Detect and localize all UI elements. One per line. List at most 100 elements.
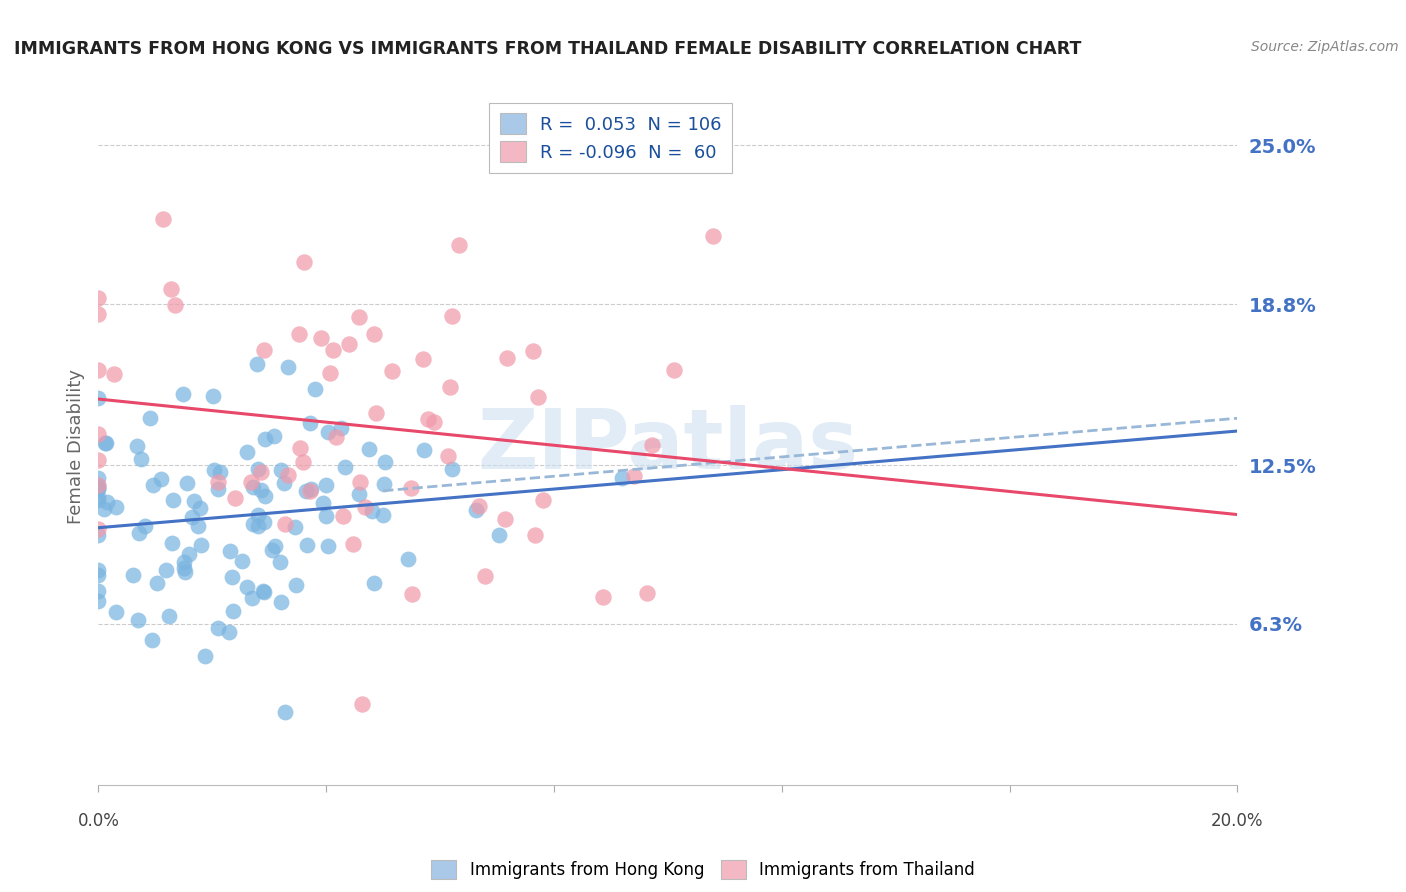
Point <box>87 391 110 405</box>
Legend: Immigrants from Hong Kong, Immigrants from Thailand: Immigrants from Hong Kong, Immigrants fr… <box>432 860 974 880</box>
Point <box>96 494 118 508</box>
Point <box>246 357 269 371</box>
Point <box>157 609 180 624</box>
Point <box>260 543 283 558</box>
Point <box>610 471 633 485</box>
Point <box>162 492 184 507</box>
Point <box>304 382 326 396</box>
Point <box>218 625 240 640</box>
Point <box>183 494 205 508</box>
Point <box>401 587 423 601</box>
Point <box>274 516 297 531</box>
Point <box>416 412 439 426</box>
Point <box>207 621 229 635</box>
Point <box>349 475 371 489</box>
Point <box>381 364 404 378</box>
Point <box>87 362 110 376</box>
Point <box>221 570 243 584</box>
Point <box>252 515 274 529</box>
Point <box>207 475 229 490</box>
Point <box>495 351 517 365</box>
Point <box>252 584 274 599</box>
Point <box>127 614 149 628</box>
Point <box>188 500 211 515</box>
Point <box>87 479 110 493</box>
Point <box>221 604 243 618</box>
Point <box>176 475 198 490</box>
Point <box>87 583 110 598</box>
Point <box>316 540 339 554</box>
Point <box>181 509 204 524</box>
Point <box>342 537 364 551</box>
Point <box>236 580 259 594</box>
Point <box>202 463 225 477</box>
Point <box>250 465 273 479</box>
Y-axis label: Female Disability: Female Disability <box>66 368 84 524</box>
Point <box>187 519 209 533</box>
Text: Source: ZipAtlas.com: Source: ZipAtlas.com <box>1251 40 1399 54</box>
Point <box>312 496 335 510</box>
Point <box>87 307 110 321</box>
Point <box>401 481 423 495</box>
Point <box>277 359 299 374</box>
Point <box>437 449 460 463</box>
Point <box>87 481 110 495</box>
Point <box>337 337 360 351</box>
Point <box>87 291 110 305</box>
Text: IMMIGRANTS FROM HONG KONG VS IMMIGRANTS FROM THAILAND FEMALE DISABILITY CORRELAT: IMMIGRANTS FROM HONG KONG VS IMMIGRANTS … <box>14 40 1081 58</box>
Point <box>474 569 496 583</box>
Point <box>292 255 315 269</box>
Point <box>163 298 186 312</box>
Point <box>253 432 276 446</box>
Point <box>636 586 658 600</box>
Point <box>439 380 461 394</box>
Point <box>236 445 259 459</box>
Point <box>128 526 150 541</box>
Point <box>297 538 319 552</box>
Point <box>531 492 554 507</box>
Point <box>224 491 246 505</box>
Point <box>441 309 464 323</box>
Text: 20.0%: 20.0% <box>1211 812 1264 830</box>
Point <box>373 477 395 491</box>
Point <box>127 439 149 453</box>
Point <box>160 536 183 550</box>
Point <box>250 483 273 498</box>
Point <box>332 508 354 523</box>
Point <box>264 539 287 553</box>
Point <box>464 502 486 516</box>
Point <box>441 461 464 475</box>
Point <box>105 605 128 619</box>
Point <box>87 522 110 536</box>
Point <box>315 478 337 492</box>
Point <box>468 499 491 513</box>
Point <box>374 455 396 469</box>
Point <box>239 475 262 490</box>
Point <box>87 563 110 577</box>
Point <box>87 490 110 504</box>
Point <box>172 387 194 401</box>
Point <box>277 467 299 482</box>
Point <box>316 425 339 439</box>
Point <box>373 508 395 522</box>
Point <box>523 527 546 541</box>
Point <box>146 576 169 591</box>
Point <box>329 421 352 435</box>
Point <box>363 326 385 341</box>
Point <box>359 442 381 457</box>
Point <box>87 493 110 508</box>
Point <box>93 501 115 516</box>
Point <box>396 552 419 566</box>
Point <box>333 460 356 475</box>
Point <box>412 351 434 366</box>
Point <box>219 543 242 558</box>
Point <box>322 343 344 358</box>
Point <box>240 591 263 605</box>
Point <box>247 519 270 533</box>
Point <box>87 593 110 607</box>
Point <box>270 463 292 477</box>
Point <box>246 508 269 523</box>
Point <box>94 435 117 450</box>
Point <box>641 438 664 452</box>
Text: 0.0%: 0.0% <box>77 812 120 830</box>
